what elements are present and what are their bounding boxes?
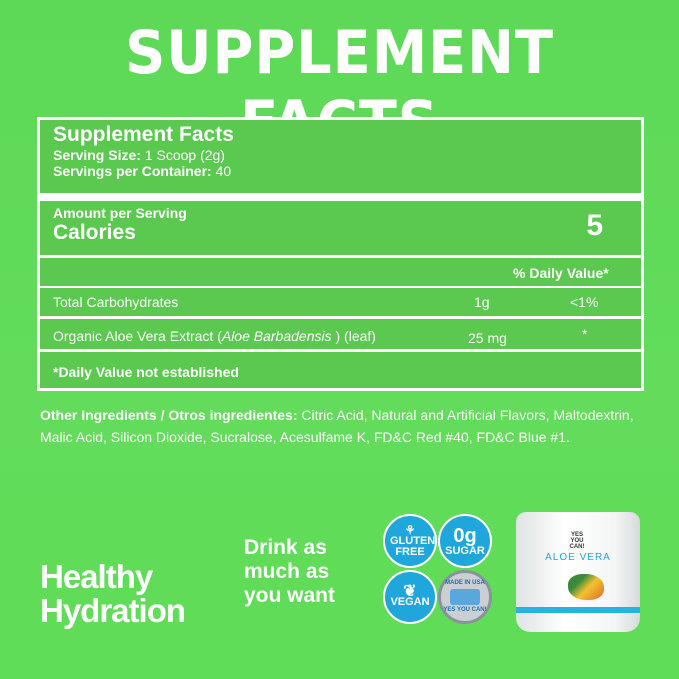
amount-label: Amount per Serving	[53, 205, 187, 221]
facts-header: Supplement Facts Serving Size: 1 Scoop (…	[40, 123, 641, 179]
wheat-icon: ⚘	[404, 522, 416, 537]
badge-brand: YES YOU CAN!	[443, 607, 487, 613]
row-dv: *	[582, 326, 588, 342]
dv-header: % Daily Value*	[513, 265, 609, 281]
badge-top: MADE IN USA	[445, 580, 485, 586]
badge-label: GLUTEN FREE	[390, 534, 436, 558]
sugar-badge: 0g SUGAR	[438, 514, 492, 568]
tagline-line2: Hydration	[40, 592, 186, 629]
divider	[40, 349, 641, 352]
calories-label: Calories	[53, 221, 136, 244]
drink-line1: Drink as	[244, 536, 327, 559]
row-name: Total Carbohydrates	[53, 294, 179, 310]
drink-line2: much as	[244, 560, 330, 583]
gluten-free-badge: ⚘ GLUTEN FREE	[383, 514, 437, 568]
drink-text: Drink as much as you want	[244, 536, 335, 608]
divider	[40, 193, 641, 201]
calories-section: Amount per Serving Calories 5	[40, 205, 641, 245]
ingredients-text: Citric Acid, Natural and Artificial Flav…	[40, 407, 634, 445]
row-name-suffix: ) (leaf)	[331, 328, 376, 344]
badge-label: SUGAR	[445, 544, 485, 557]
calories-value: 5	[586, 209, 603, 242]
row-amount: 25 mg	[468, 330, 507, 346]
servings-value: 40	[215, 163, 232, 179]
row-name: Organic Aloe Vera Extract (	[53, 328, 222, 344]
tagline: Healthy Hydration	[40, 558, 186, 629]
jar-band	[516, 607, 640, 613]
other-ingredients: Other Ingredients / Otros ingredientes: …	[40, 404, 650, 448]
divider	[40, 286, 641, 288]
row-dv: <1%	[570, 294, 599, 310]
fruit-image	[568, 574, 604, 600]
drink-line3: you want	[244, 584, 336, 607]
supplement-facts-table: Supplement Facts Serving Size: 1 Scoop (…	[37, 117, 644, 391]
row-name-latin: Aloe Barbadensis	[221, 328, 332, 344]
badge-label: VEGAN	[390, 596, 430, 608]
divider	[40, 316, 641, 319]
ingredients-label: Other Ingredients / Otros ingredientes:	[40, 407, 298, 423]
divider	[40, 255, 641, 258]
made-in-usa-badge: MADE IN USA YES YOU CAN!	[438, 570, 492, 624]
badge-big: 0g	[453, 524, 477, 547]
product-jar: YES YOU CAN! ALOE VERA	[516, 512, 640, 632]
row-amount: 1g	[474, 294, 490, 310]
jar-name: ALOE VERA	[545, 552, 611, 563]
vegan-badge: ❦ VEGAN	[383, 570, 437, 624]
footnote: *Daily Value not established	[53, 364, 239, 380]
leaf-icon: ❦	[403, 583, 417, 600]
serving-size-label: Serving Size:	[53, 147, 141, 163]
jar-brand: YES YOU CAN!	[569, 532, 585, 550]
servings-label: Servings per Container:	[53, 163, 212, 179]
usa-map-icon	[450, 589, 480, 605]
tagline-line1: Healthy	[40, 558, 153, 595]
serving-size-value: 1 Scoop (2g)	[144, 147, 225, 163]
facts-heading: Supplement Facts	[53, 123, 234, 146]
